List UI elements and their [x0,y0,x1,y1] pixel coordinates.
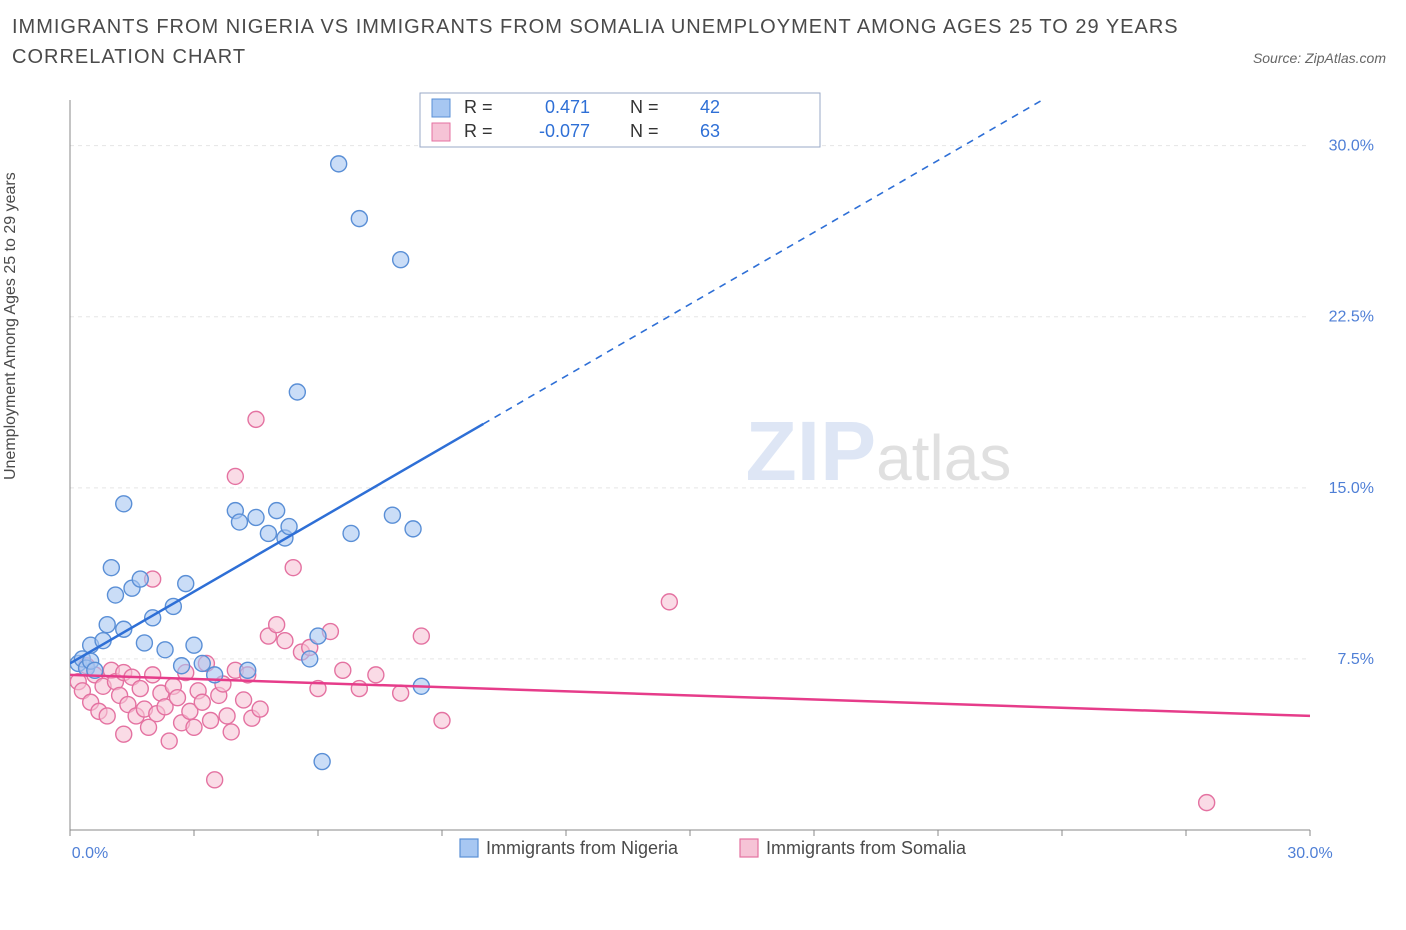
y-tick-label: 7.5% [1338,651,1374,668]
source-attribution: Source: ZipAtlas.com [1253,50,1386,66]
y-tick-label: 30.0% [1329,138,1374,155]
chart-container: IMMIGRANTS FROM NIGERIA VS IMMIGRANTS FR… [0,0,1406,930]
svg-text:63: 63 [700,121,720,141]
svg-text:N =: N = [630,121,659,141]
legend-label: Immigrants from Somalia [766,838,967,858]
x-tick-label: 30.0% [1287,845,1332,862]
y-tick-label: 22.5% [1329,309,1374,326]
scatter-plot: 7.5% 15.0% 22.5% 30.0% ZIPatlas R = 0.471 N = 42… [60,90,1380,870]
y-tick-label: 15.0% [1329,480,1374,497]
legend-label: Immigrants from Nigeria [486,838,679,858]
plot-svg: 7.5% 15.0% 22.5% 30.0% ZIPatlas R = 0.471 N = 42… [60,90,1380,870]
y-axis-label: Unemployment Among Ages 25 to 29 years [2,172,20,480]
x-tick-label: 0.0% [72,845,108,862]
svg-text:-0.077: -0.077 [539,121,590,141]
svg-text:42: 42 [700,97,720,117]
svg-text:R =: R = [464,97,493,117]
chart-title: IMMIGRANTS FROM NIGERIA VS IMMIGRANTS FR… [12,12,1206,72]
svg-text:0.471: 0.471 [545,97,590,117]
legend: Immigrants from Nigeria Immigrants from S… [460,838,967,858]
watermark: ZIPatlas [745,404,1011,498]
svg-text:R =: R = [464,121,493,141]
svg-text:N =: N = [630,97,659,117]
